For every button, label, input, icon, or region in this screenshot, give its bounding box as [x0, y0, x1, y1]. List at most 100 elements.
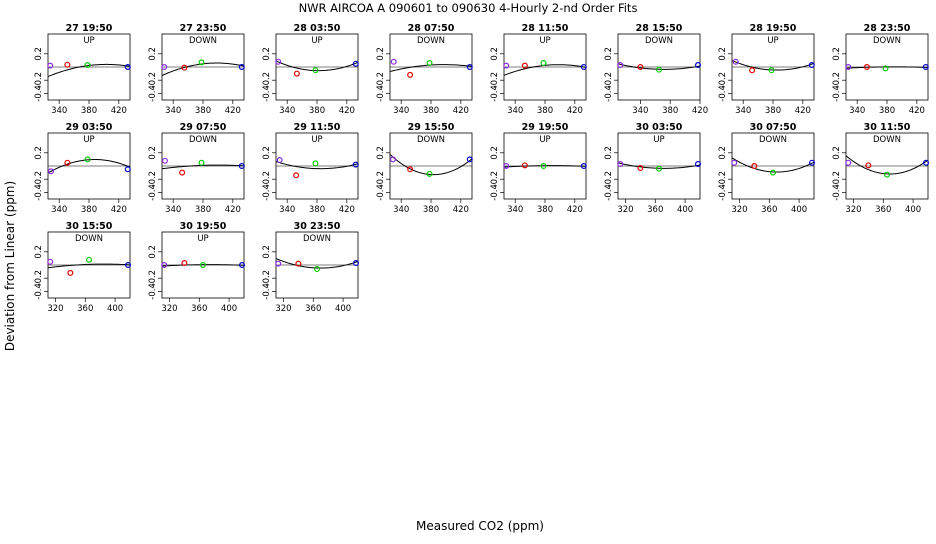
y-tick-label: -0.4 — [148, 85, 158, 102]
x-tick-label: 360 — [305, 304, 321, 314]
data-point — [67, 269, 74, 276]
data-point — [751, 163, 758, 170]
data-point — [161, 63, 168, 70]
y-tick-label: -0.4 — [262, 85, 272, 102]
x-tick-label: 340 — [632, 106, 648, 116]
data-point — [198, 159, 205, 166]
panel: 28 07:50 DOWN 0.2 -0.2-0.4 340 380 420 — [376, 23, 473, 116]
panel-direction-label: UP — [767, 36, 778, 46]
y-tick-label: 0.2 — [148, 245, 158, 259]
x-tick-label: 380 — [537, 106, 553, 116]
fit-curve — [161, 264, 245, 267]
data-point — [768, 67, 775, 74]
x-tick-label: 380 — [81, 106, 97, 116]
fit-curve — [47, 159, 131, 174]
data-point — [694, 62, 701, 69]
data-point — [808, 62, 815, 69]
panel-title: 30 07:50 — [750, 122, 797, 133]
panel-title: 28 07:50 — [408, 23, 455, 34]
x-tick-label: 400 — [221, 304, 237, 314]
x-tick-label: 420 — [225, 106, 241, 116]
x-tick-label: 420 — [909, 106, 925, 116]
x-tick-label: 340 — [735, 106, 751, 116]
y-tick-label: -0.2 — [376, 171, 386, 188]
data-point — [521, 162, 528, 169]
x-tick-label: 420 — [453, 106, 469, 116]
y-tick-label: -0.4 — [376, 184, 386, 201]
x-tick-label: 420 — [795, 106, 811, 116]
x-tick-label: 420 — [111, 205, 127, 215]
data-point — [882, 65, 889, 72]
x-tick-label: 320 — [731, 205, 747, 215]
panel: 29 15:50 DOWN 0.2 -0.2-0.4 340 380 420 — [376, 122, 473, 215]
panel-title: 30 11:50 — [864, 122, 911, 133]
x-tick-label: 340 — [165, 106, 181, 116]
x-tick-label: 420 — [567, 205, 583, 215]
x-tick-label: 340 — [393, 106, 409, 116]
data-point — [161, 157, 168, 164]
panel: 28 15:50 DOWN 0.2 -0.2-0.4 340 380 420 — [604, 23, 708, 116]
y-tick-label: 0.2 — [832, 47, 842, 61]
data-point — [352, 161, 359, 168]
x-tick-label: 380 — [662, 106, 678, 116]
x-tick-label: 360 — [875, 205, 891, 215]
fit-curve — [389, 154, 473, 176]
panel-direction-label: UP — [539, 135, 550, 145]
data-point — [694, 161, 701, 168]
x-tick-label: 400 — [335, 304, 351, 314]
data-point — [407, 71, 414, 78]
x-tick-label: 320 — [47, 304, 63, 314]
y-tick-label: -0.4 — [832, 85, 842, 102]
panel-direction-label: DOWN — [873, 135, 901, 145]
x-tick-label: 340 — [279, 205, 295, 215]
y-tick-label: -0.2 — [34, 72, 44, 89]
x-tick-label: 320 — [845, 205, 861, 215]
data-point — [865, 162, 872, 169]
panel-title: 28 11:50 — [522, 23, 569, 34]
panel-title: 30 19:50 — [180, 221, 227, 232]
data-point — [732, 58, 739, 65]
data-point — [769, 169, 776, 176]
y-tick-label: 0.2 — [34, 47, 44, 61]
data-point — [238, 163, 245, 170]
data-point — [179, 169, 186, 176]
panel: 27 23:50 DOWN 0.2 -0.2-0.4 340 380 420 — [148, 23, 245, 116]
y-tick-label: -0.4 — [718, 184, 728, 201]
panel-title: 29 03:50 — [66, 122, 113, 133]
panel: 29 07:50 DOWN 0.2 -0.2-0.4 340 380 420 — [148, 122, 245, 215]
fit-curve — [731, 60, 815, 71]
x-tick-label: 380 — [765, 106, 781, 116]
x-tick-label: 340 — [507, 205, 523, 215]
data-point — [922, 159, 929, 166]
panel-title: 29 11:50 — [294, 122, 341, 133]
x-tick-label: 420 — [339, 106, 355, 116]
data-point — [198, 59, 205, 66]
data-point — [124, 166, 131, 173]
fit-curve — [617, 63, 701, 70]
y-tick-label: -0.2 — [832, 72, 842, 89]
data-point — [124, 262, 131, 269]
y-tick-label: 0.2 — [262, 245, 272, 259]
x-tick-label: 320 — [275, 304, 291, 314]
y-tick-label: 0.2 — [262, 146, 272, 160]
x-tick-label: 360 — [77, 304, 93, 314]
data-point — [312, 160, 319, 167]
panel-direction-label: UP — [311, 36, 322, 46]
data-point — [637, 164, 644, 171]
y-tick-label: 0.2 — [34, 146, 44, 160]
y-tick-label: 0.2 — [604, 146, 614, 160]
data-point — [466, 63, 473, 70]
y-tick-label: -0.2 — [718, 72, 728, 89]
y-tick-label: -0.2 — [148, 270, 158, 287]
y-tick-label: -0.2 — [718, 171, 728, 188]
data-point — [407, 166, 414, 173]
data-point — [883, 171, 890, 178]
data-point — [503, 62, 510, 69]
y-tick-label: 0.2 — [376, 146, 386, 160]
y-tick-label: -0.2 — [262, 171, 272, 188]
data-point — [521, 62, 528, 69]
